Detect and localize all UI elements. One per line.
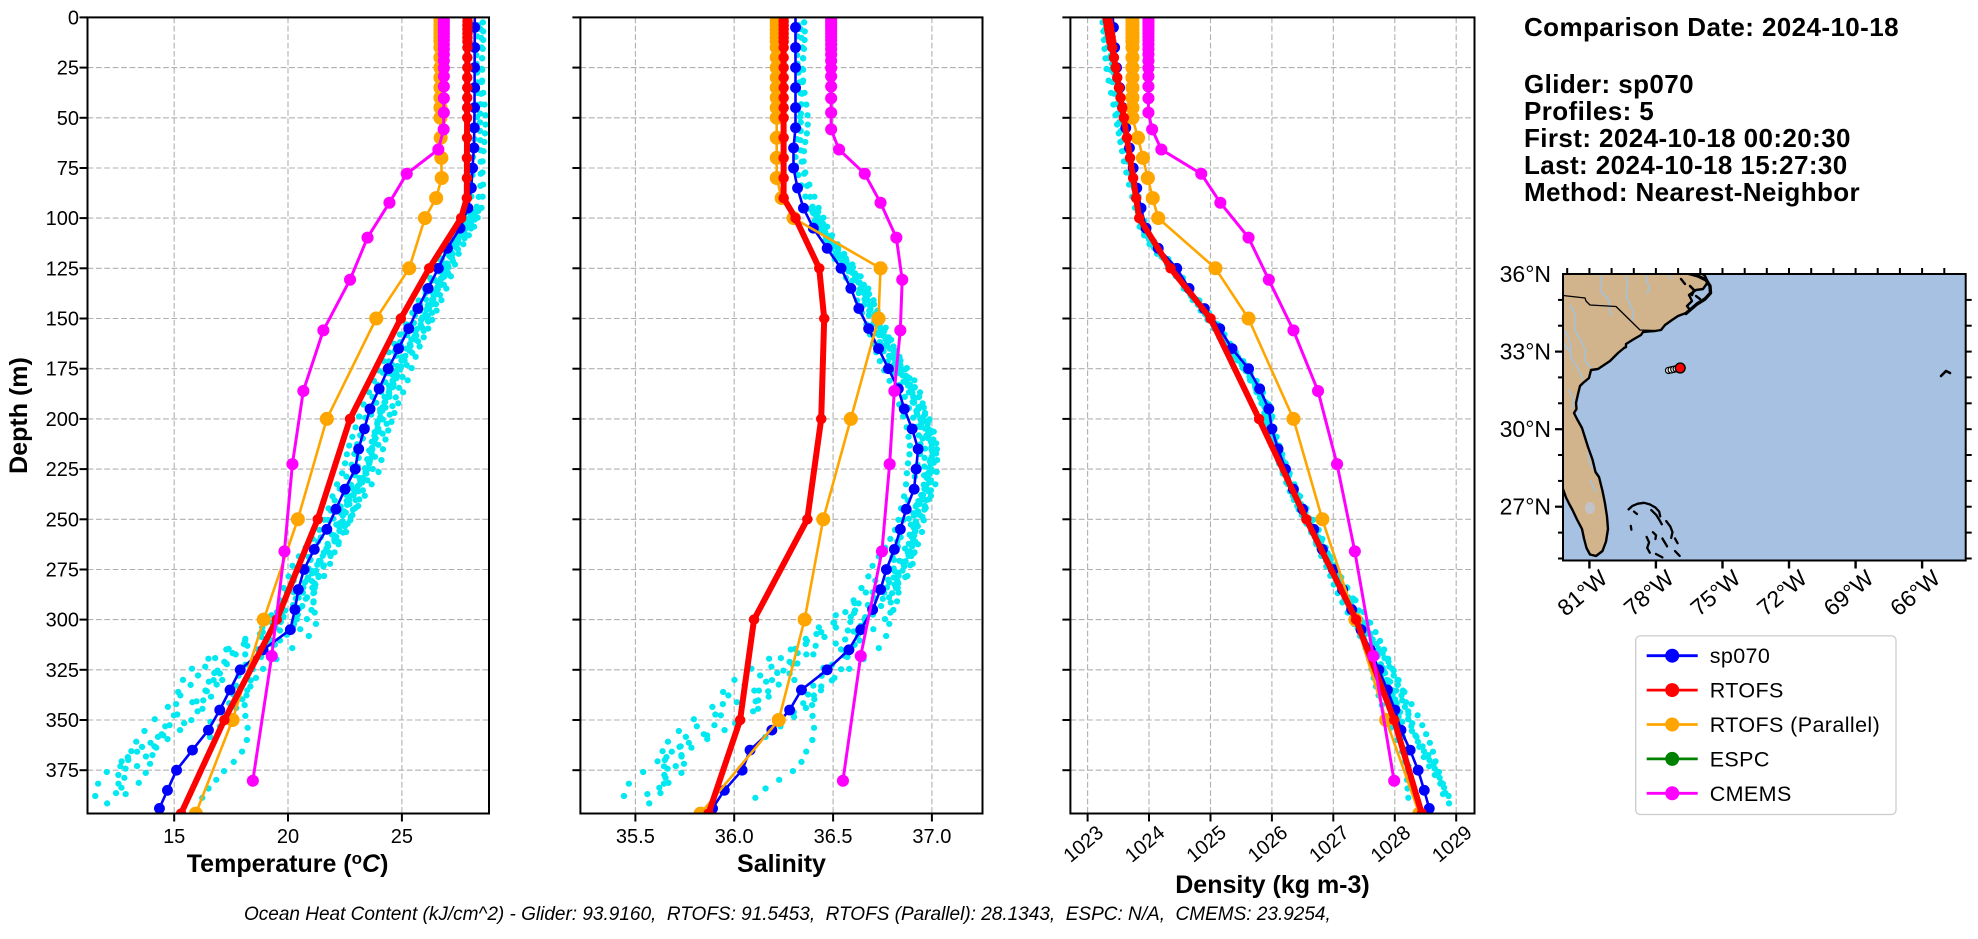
svg-text:Depth (m): Depth (m) <box>5 357 33 474</box>
svg-text:100: 100 <box>46 208 79 230</box>
svg-text:275: 275 <box>46 560 79 582</box>
svg-text:Density (kg m-3): Density (kg m-3) <box>1175 871 1369 899</box>
svg-text:Comparison Date: 2024-10-18: Comparison Date: 2024-10-18 <box>1524 12 1899 42</box>
svg-text:25: 25 <box>57 58 79 80</box>
svg-text:50: 50 <box>57 108 79 130</box>
svg-text:sp070: sp070 <box>1710 644 1771 668</box>
svg-text:300: 300 <box>46 610 79 632</box>
svg-text:Last: 2024-10-18 15:27:30: Last: 2024-10-18 15:27:30 <box>1524 150 1848 180</box>
svg-text:25: 25 <box>391 826 413 848</box>
svg-text:33°N: 33°N <box>1500 339 1551 365</box>
svg-text:375: 375 <box>46 760 79 782</box>
svg-text:CMEMS: CMEMS <box>1710 782 1792 806</box>
svg-text:20: 20 <box>277 826 299 848</box>
svg-text:Profiles: 5: Profiles: 5 <box>1524 96 1654 126</box>
svg-text:350: 350 <box>46 710 79 732</box>
svg-text:225: 225 <box>46 459 79 481</box>
svg-text:Ocean Heat Content (kJ/cm^2) -: Ocean Heat Content (kJ/cm^2) - Glider: 9… <box>244 904 1331 925</box>
svg-text:30°N: 30°N <box>1500 416 1551 442</box>
svg-text:0: 0 <box>68 7 79 29</box>
svg-text:250: 250 <box>46 509 79 531</box>
svg-text:75: 75 <box>57 158 79 180</box>
svg-text:RTOFS (Parallel): RTOFS (Parallel) <box>1710 713 1880 737</box>
svg-text:ESPC: ESPC <box>1710 747 1770 771</box>
svg-text:Glider: sp070: Glider: sp070 <box>1524 69 1694 99</box>
svg-text:175: 175 <box>46 359 79 381</box>
svg-text:RTOFS: RTOFS <box>1710 679 1784 703</box>
svg-text:36.5: 36.5 <box>814 826 853 848</box>
svg-text:36.0: 36.0 <box>715 826 754 848</box>
svg-text:150: 150 <box>46 309 79 331</box>
svg-text:36°N: 36°N <box>1500 261 1551 287</box>
svg-text:First: 2024-10-18 00:20:30: First: 2024-10-18 00:20:30 <box>1524 123 1851 153</box>
svg-text:15: 15 <box>163 826 185 848</box>
svg-text:125: 125 <box>46 258 79 280</box>
svg-text:27°N: 27°N <box>1500 494 1551 520</box>
svg-text:Method: Nearest-Neighbor: Method: Nearest-Neighbor <box>1524 177 1860 207</box>
svg-text:325: 325 <box>46 660 79 682</box>
svg-text:Salinity: Salinity <box>737 850 826 878</box>
svg-text:35.5: 35.5 <box>616 826 655 848</box>
svg-text:200: 200 <box>46 409 79 431</box>
svg-text:37.0: 37.0 <box>912 826 951 848</box>
